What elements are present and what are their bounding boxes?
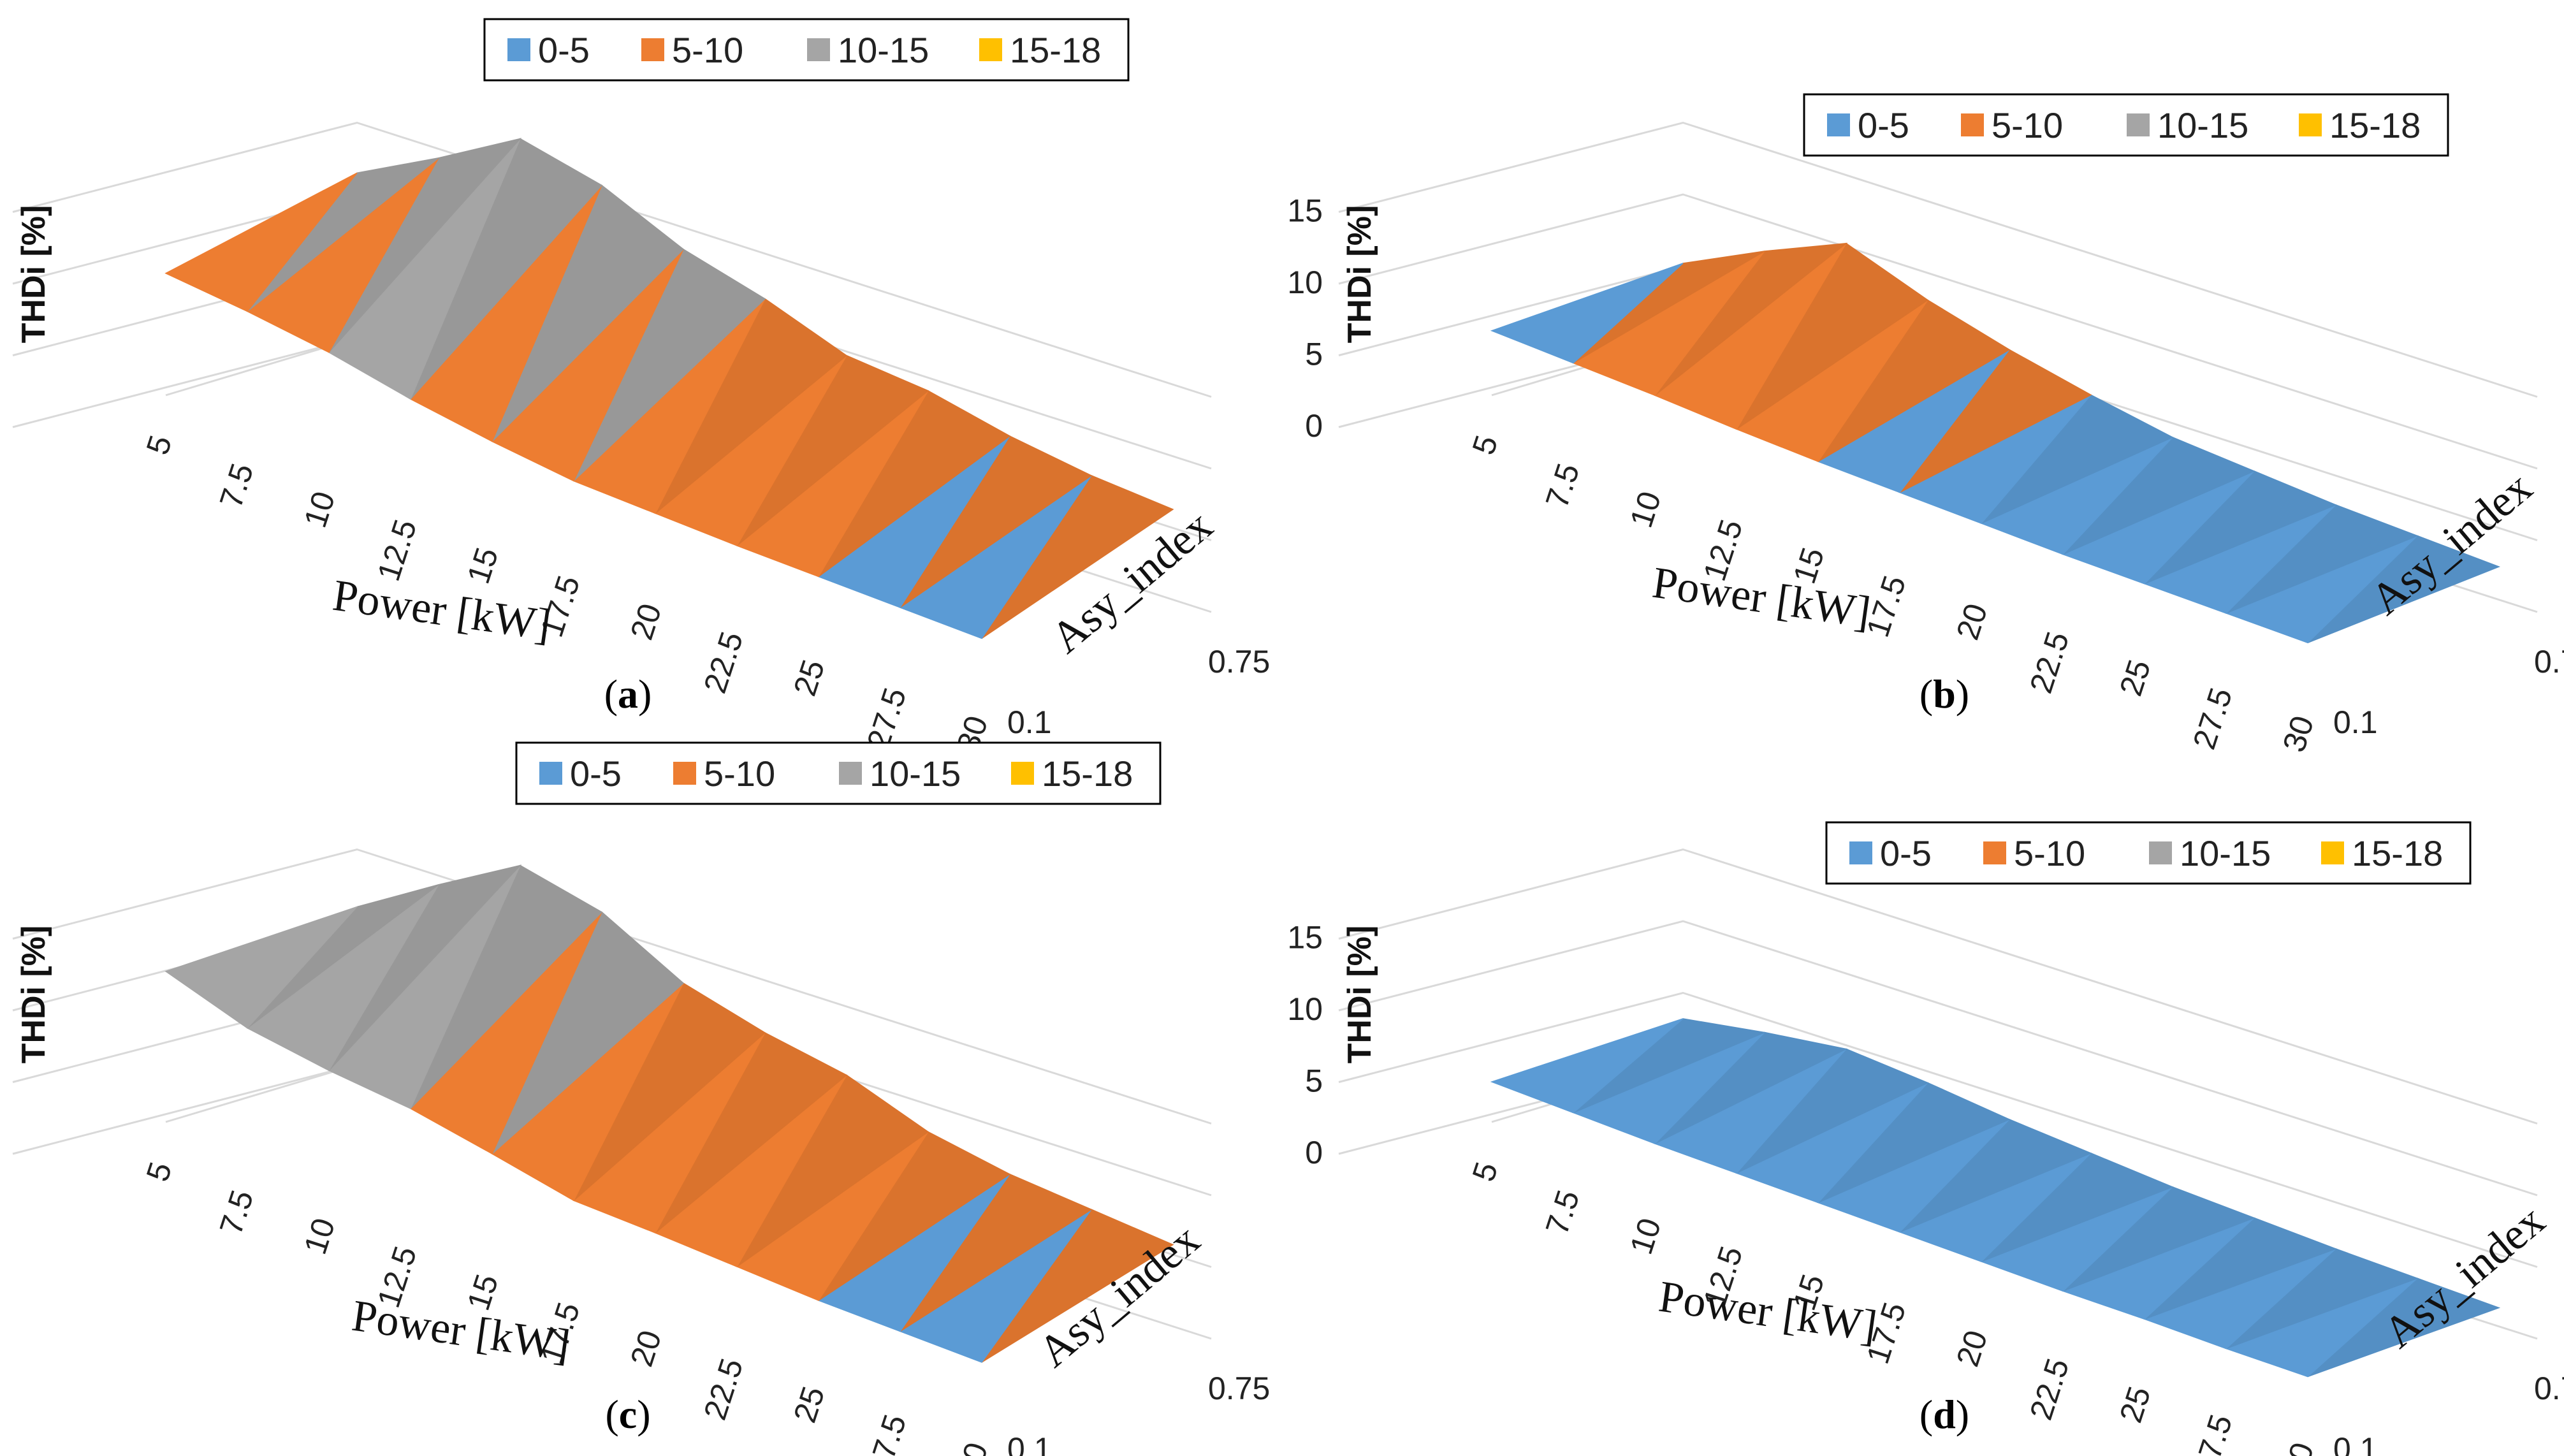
legend-entry-label: 15-18 <box>1010 30 1101 70</box>
legend: 0-5 5-10 10-15 15-18 <box>1803 93 2449 157</box>
z-tick-label: 10 <box>1287 265 1323 300</box>
legend-swatch <box>507 38 530 61</box>
panel-caption: (b) <box>1919 671 1969 717</box>
legend-entry-label: 5-10 <box>704 753 775 794</box>
z-tick-label: 5 <box>1305 337 1323 372</box>
z-tick-label: 15 <box>1287 193 1323 229</box>
z-axis-label: THDi [%] <box>15 205 52 344</box>
legend-swatch <box>2149 841 2172 864</box>
z-gridline <box>1338 920 2538 1197</box>
surface <box>1490 1018 2501 1378</box>
legend-entry-label: 0-5 <box>570 753 622 794</box>
z-axis-label: THDi [%] <box>1341 926 1378 1064</box>
z-gridline <box>12 121 1212 398</box>
legend-swatch <box>539 762 562 785</box>
y-tick-label: 0.75 <box>2534 1371 2564 1406</box>
legend-swatch <box>2299 113 2322 136</box>
panel-letter: c <box>619 1392 637 1437</box>
legend-swatch <box>839 762 862 785</box>
z-tick-label: 0 <box>1305 1135 1323 1170</box>
surface-facet <box>1490 1018 1684 1114</box>
y-tick-label: 0.75 <box>1208 1371 1270 1406</box>
legend-swatch <box>1961 113 1984 136</box>
z-gridline <box>12 848 1212 1125</box>
z-gridline <box>1338 848 2538 1125</box>
y-tick-label: 0.1 <box>2333 1431 2378 1456</box>
legend-box <box>483 18 1130 82</box>
z-tick-label: 15 <box>1287 920 1323 956</box>
legend-entry-label: 5-10 <box>1992 105 2063 145</box>
chart-panel-c: 05101557.51012.51517.52022.52527.5300.10… <box>12 741 1270 1456</box>
z-gridline <box>1338 121 2538 398</box>
legend-entry-label: 15-18 <box>1042 753 1133 794</box>
legend-entry-label: 0-5 <box>1858 105 1909 145</box>
z-axis-label: THDi [%] <box>1341 205 1378 344</box>
y-tick-label: 0.1 <box>1007 1431 1052 1456</box>
surface-facet <box>164 172 358 312</box>
legend: 0-5 5-10 10-15 15-18 <box>515 741 1162 805</box>
legend-swatch <box>2321 841 2344 864</box>
z-gridline <box>1338 193 2538 470</box>
surface-facet <box>1490 263 1684 364</box>
legend-swatch <box>2127 113 2150 136</box>
legend-entry-label: 15-18 <box>2352 833 2443 873</box>
z-tick-label: 10 <box>1287 991 1323 1027</box>
legend-entry-label: 10-15 <box>870 753 961 794</box>
legend-entry-label: 15-18 <box>2329 105 2421 145</box>
surface <box>164 138 1174 639</box>
legend: 0-5 5-10 10-15 15-18 <box>483 18 1130 82</box>
legend-entry-label: 10-15 <box>2157 105 2248 145</box>
floor-edge <box>165 1063 358 1123</box>
panel-caption: (d) <box>1919 1392 1969 1437</box>
panel-letter: b <box>1933 671 1956 717</box>
y-tick-label: 0.75 <box>1208 644 1270 680</box>
panel-caption: (a) <box>604 671 652 717</box>
surface <box>1490 242 2501 644</box>
panel-caption: (c) <box>605 1392 650 1437</box>
legend-swatch <box>1011 762 1034 785</box>
legend-entry-label: 5-10 <box>672 30 743 70</box>
z-tick-label: 0 <box>1305 408 1323 444</box>
legend-swatch <box>1849 841 1872 864</box>
legend-swatch <box>673 762 696 785</box>
y-tick-label: 0.1 <box>1007 704 1052 740</box>
surface-facet <box>164 905 359 1029</box>
panel-letter: d <box>1933 1392 1956 1437</box>
panel-letter: a <box>618 671 638 717</box>
y-tick-label: 0.75 <box>2534 644 2564 680</box>
legend: 0-5 5-10 10-15 15-18 <box>1825 821 2472 885</box>
legend-entry-label: 0-5 <box>538 30 590 70</box>
legend-swatch <box>1983 841 2006 864</box>
legend-swatch <box>979 38 1002 61</box>
legend-swatch <box>807 38 830 61</box>
legend-entry-label: 0-5 <box>1880 833 1932 873</box>
legend-box <box>1825 821 2472 885</box>
legend-entry-label: 10-15 <box>838 30 929 70</box>
legend-entry-label: 10-15 <box>2180 833 2271 873</box>
legend-swatch <box>1827 113 1850 136</box>
legend-box <box>1803 93 2449 157</box>
legend-swatch <box>641 38 664 61</box>
legend-box <box>515 741 1162 805</box>
y-tick-label: 0.1 <box>2333 704 2378 740</box>
z-tick-label: 5 <box>1305 1063 1323 1099</box>
surface <box>164 864 1174 1363</box>
z-gridline <box>1338 991 2538 1268</box>
legend-entry-label: 5-10 <box>2014 833 2085 873</box>
z-axis-label: THDi [%] <box>15 926 52 1064</box>
